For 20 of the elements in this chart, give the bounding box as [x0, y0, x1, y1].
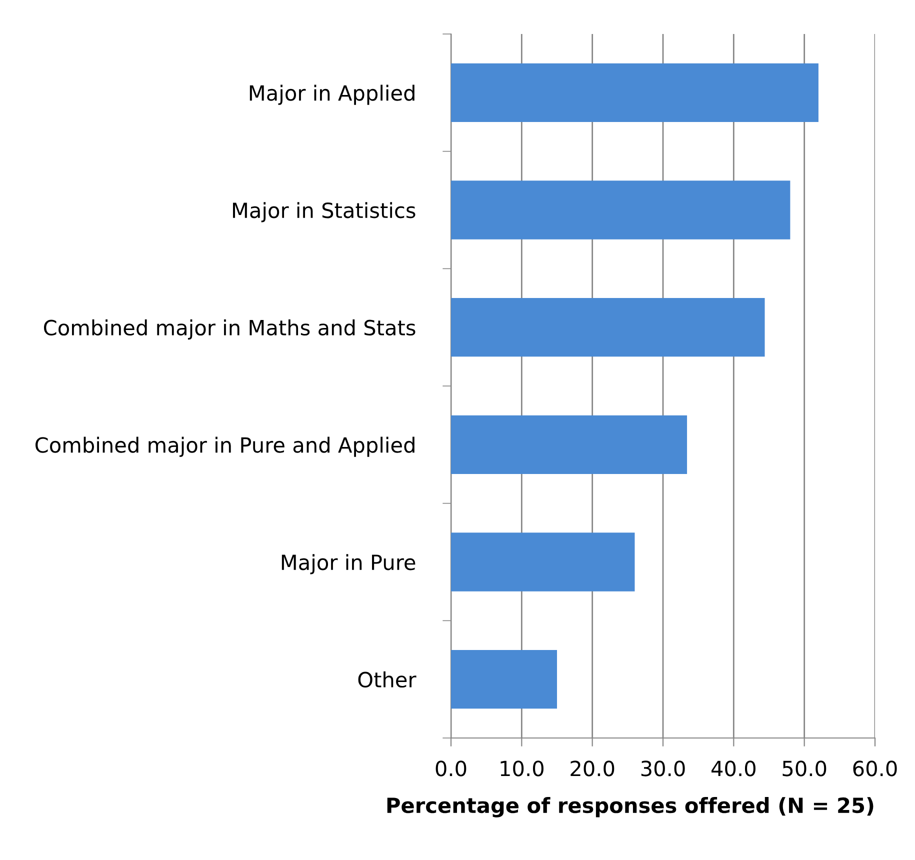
- bar: [451, 63, 818, 122]
- y-tick-label: Other: [358, 671, 416, 688]
- y-tick-label: Combined major in Pure and Applied: [36, 436, 414, 457]
- y-tick-label: Major in Statistics: [233, 202, 416, 222]
- y-tick-label: Major in Applied: [250, 84, 414, 105]
- x-tick-label: 30.0: [641, 760, 685, 776]
- bar: [451, 650, 557, 709]
- bar: [451, 180, 790, 240]
- x-axis-title: Percentage of responses offered (N = 25): [387, 797, 874, 818]
- bar: [451, 415, 688, 474]
- x-tick-label: 10.0: [500, 760, 544, 776]
- bar: [451, 298, 765, 357]
- x-tick-label: 50.0: [782, 760, 826, 776]
- x-tick-label: 60.0: [853, 760, 897, 776]
- x-tick-label: 0.0: [436, 760, 466, 776]
- y-tick-label: Combined major in Maths and Stats: [44, 319, 416, 340]
- bar: [451, 532, 635, 592]
- x-tick-label: 20.0: [570, 760, 614, 776]
- x-tick-label: 40.0: [711, 760, 756, 776]
- y-tick-label: Major in Pure: [282, 554, 416, 574]
